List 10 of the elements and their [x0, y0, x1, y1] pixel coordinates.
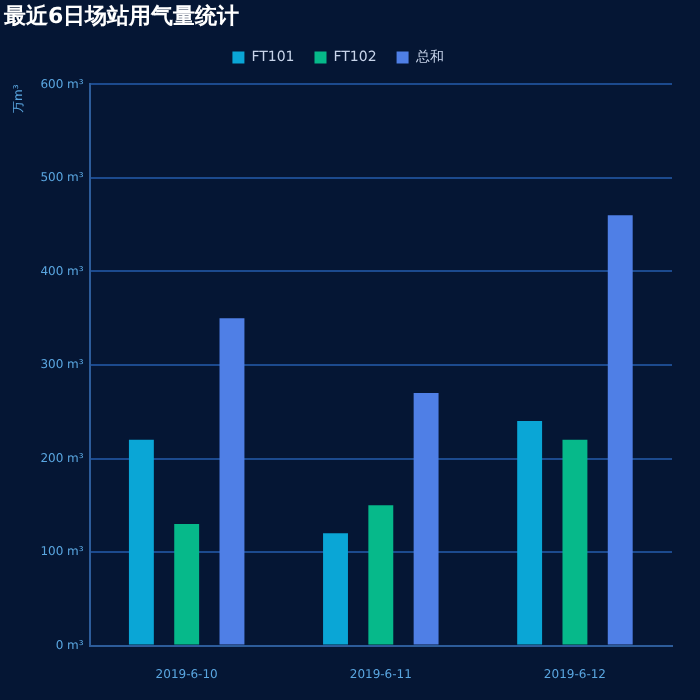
bar — [413, 393, 439, 645]
bar — [517, 421, 543, 645]
bar — [128, 439, 154, 645]
bar — [607, 215, 633, 645]
bar — [323, 533, 348, 645]
chart-title: 最近6日场站用气量统计 — [2, 2, 240, 29]
bar — [368, 505, 394, 645]
bar — [219, 318, 245, 645]
bar — [562, 439, 588, 645]
bar — [174, 524, 200, 645]
